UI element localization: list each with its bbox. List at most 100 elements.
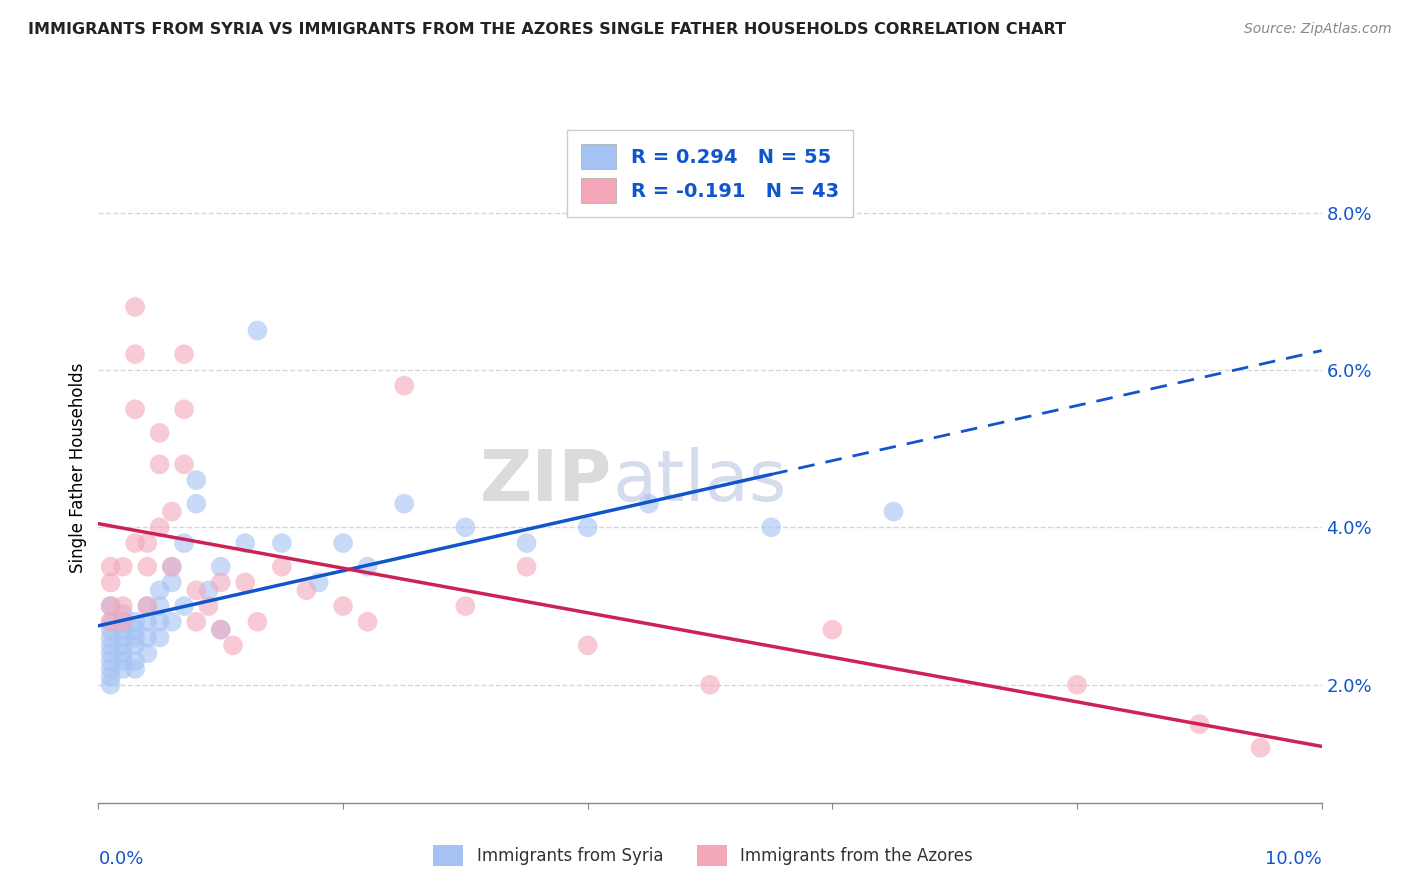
Point xyxy=(149,425,172,440)
Point xyxy=(392,378,416,392)
Point xyxy=(209,623,232,637)
Point xyxy=(136,559,159,574)
Point xyxy=(111,631,134,645)
Point xyxy=(1066,678,1088,692)
Point xyxy=(100,615,122,629)
Point xyxy=(1188,717,1211,731)
Point xyxy=(186,583,208,598)
Text: atlas: atlas xyxy=(612,447,786,516)
Point xyxy=(356,559,378,574)
Point xyxy=(186,473,208,487)
Point xyxy=(173,536,195,550)
Point xyxy=(124,639,146,653)
Point xyxy=(111,599,134,613)
Point xyxy=(124,654,146,668)
Point xyxy=(149,615,172,629)
Point xyxy=(186,497,208,511)
Point xyxy=(576,639,599,653)
Point xyxy=(883,505,905,519)
Point xyxy=(111,662,134,676)
Point xyxy=(233,536,256,550)
Point xyxy=(124,615,146,629)
Point xyxy=(759,520,782,534)
Point xyxy=(100,599,122,613)
Point xyxy=(197,583,219,598)
Point xyxy=(222,639,245,653)
Text: Source: ZipAtlas.com: Source: ZipAtlas.com xyxy=(1244,22,1392,37)
Point xyxy=(100,654,122,668)
Text: IMMIGRANTS FROM SYRIA VS IMMIGRANTS FROM THE AZORES SINGLE FATHER HOUSEHOLDS COR: IMMIGRANTS FROM SYRIA VS IMMIGRANTS FROM… xyxy=(28,22,1066,37)
Point xyxy=(160,575,183,590)
Point xyxy=(136,599,159,613)
Point xyxy=(173,458,195,472)
Point xyxy=(160,615,183,629)
Point xyxy=(136,599,159,613)
Text: 0.0%: 0.0% xyxy=(98,849,143,868)
Point xyxy=(111,615,134,629)
Legend: R = 0.294   N = 55, R = -0.191   N = 43: R = 0.294 N = 55, R = -0.191 N = 43 xyxy=(567,130,853,217)
Point xyxy=(100,639,122,653)
Point xyxy=(160,559,183,574)
Point xyxy=(295,583,318,598)
Point xyxy=(100,678,122,692)
Point xyxy=(637,497,661,511)
Point xyxy=(233,575,256,590)
Point xyxy=(332,599,354,613)
Point xyxy=(136,536,159,550)
Point xyxy=(124,662,146,676)
Point xyxy=(100,670,122,684)
Point xyxy=(100,646,122,660)
Point xyxy=(100,559,122,574)
Y-axis label: Single Father Households: Single Father Households xyxy=(69,363,87,574)
Point xyxy=(160,505,183,519)
Point xyxy=(576,520,599,534)
Text: ZIP: ZIP xyxy=(479,447,612,516)
Point xyxy=(356,615,378,629)
Point xyxy=(173,599,195,613)
Point xyxy=(173,347,195,361)
Point xyxy=(209,575,232,590)
Point xyxy=(149,583,172,598)
Point xyxy=(149,599,172,613)
Point xyxy=(111,607,134,621)
Point xyxy=(100,599,122,613)
Point xyxy=(246,324,269,338)
Point xyxy=(111,615,134,629)
Point xyxy=(100,575,122,590)
Point xyxy=(124,300,146,314)
Point xyxy=(160,559,183,574)
Point xyxy=(173,402,195,417)
Point xyxy=(454,599,477,613)
Point xyxy=(149,458,172,472)
Point xyxy=(111,623,134,637)
Point xyxy=(454,520,477,534)
Point xyxy=(209,559,232,574)
Point xyxy=(100,662,122,676)
Point xyxy=(100,631,122,645)
Point xyxy=(246,615,269,629)
Legend: Immigrants from Syria, Immigrants from the Azores: Immigrants from Syria, Immigrants from t… xyxy=(425,837,981,875)
Point xyxy=(270,559,292,574)
Point xyxy=(136,646,159,660)
Text: 10.0%: 10.0% xyxy=(1265,849,1322,868)
Point xyxy=(186,615,208,629)
Point xyxy=(270,536,292,550)
Point xyxy=(136,615,159,629)
Point xyxy=(332,536,354,550)
Point xyxy=(124,631,146,645)
Point xyxy=(124,623,146,637)
Point xyxy=(111,559,134,574)
Point xyxy=(149,631,172,645)
Point xyxy=(699,678,721,692)
Point xyxy=(124,402,146,417)
Point xyxy=(149,520,172,534)
Point xyxy=(516,559,538,574)
Point xyxy=(100,623,122,637)
Point xyxy=(111,639,134,653)
Point xyxy=(111,646,134,660)
Point xyxy=(136,631,159,645)
Point xyxy=(111,654,134,668)
Point xyxy=(821,623,844,637)
Point xyxy=(1249,740,1271,755)
Point xyxy=(197,599,219,613)
